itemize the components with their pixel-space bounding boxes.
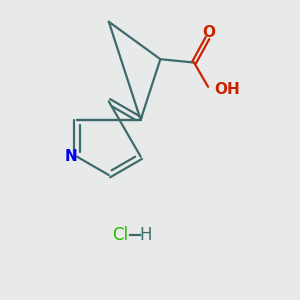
Text: N: N <box>64 149 77 164</box>
Text: Cl: Cl <box>112 226 128 244</box>
Text: O: O <box>202 25 215 40</box>
Text: H: H <box>139 226 152 244</box>
Text: OH: OH <box>214 82 240 97</box>
